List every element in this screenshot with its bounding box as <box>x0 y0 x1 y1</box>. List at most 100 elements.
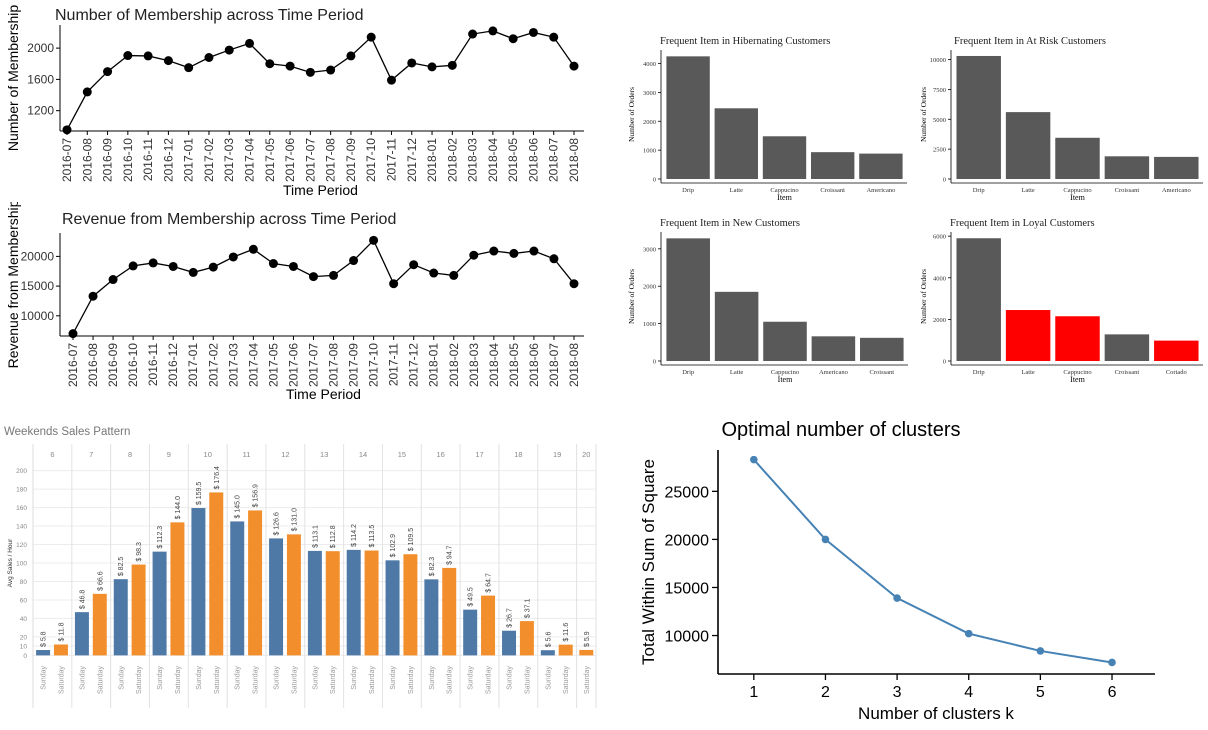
y-tick-label: 1000 <box>643 321 656 328</box>
y-axis-title: Number of Orders <box>627 87 636 142</box>
data-point <box>108 275 118 285</box>
x-tick-label: 2016-08 <box>80 138 94 182</box>
x-tick-label: Drip <box>682 369 694 376</box>
data-point <box>82 87 92 97</box>
y-tick-label: 20000 <box>665 532 710 549</box>
y-tick-label: 7500 <box>933 87 946 94</box>
x-tick-label: 2 <box>821 684 830 701</box>
data-label: $ 49.5 <box>468 587 475 607</box>
data-point <box>204 52 214 62</box>
x-tick-label: Sunday <box>79 666 86 690</box>
data-label: $ 98.3 <box>136 542 143 562</box>
data-point <box>346 51 356 61</box>
y-tick-label: 2000 <box>27 41 54 55</box>
group-header: 17 <box>475 450 483 459</box>
y-axis-title: Total Within Sum of Square <box>639 459 658 665</box>
group-header-band <box>33 444 596 462</box>
x-tick-label: Latte <box>1021 369 1034 376</box>
x-tick-label: 2016-09 <box>101 138 115 182</box>
x-tick-label: Croissant <box>870 369 895 376</box>
data-label: $ 112.3 <box>157 526 164 549</box>
x-tick-label: 2016-10 <box>126 343 140 387</box>
x-tick-label: 2017-02 <box>206 343 220 387</box>
group-header: 14 <box>359 450 367 459</box>
x-tick-label: 5 <box>1036 684 1045 701</box>
x-tick-label: 2017-12 <box>405 138 419 182</box>
x-tick-label: Latte <box>730 187 743 194</box>
x-tick-label: Saturday <box>175 666 182 695</box>
bar-americano <box>1154 156 1199 179</box>
bar-saturday <box>403 554 418 656</box>
x-tick-label: 2017-11 <box>387 343 401 386</box>
bar-saturday <box>364 550 379 656</box>
group-header: 18 <box>514 450 522 459</box>
bar-americano <box>811 336 856 361</box>
x-tick-label: Drip <box>973 369 985 376</box>
x-tick-label: 2016-08 <box>86 343 100 387</box>
y-tick-label: 2000 <box>643 119 656 126</box>
x-tick-label: Americano <box>1162 187 1191 194</box>
data-point <box>469 250 479 260</box>
x-axis-title: Item <box>777 193 792 202</box>
x-tick-label: 2017-12 <box>407 343 421 387</box>
data-point <box>409 260 419 270</box>
x-tick-label: Saturday <box>447 666 454 695</box>
data-point <box>1036 647 1045 655</box>
x-tick-label: Saturday <box>563 666 570 695</box>
y-tick-label: 3000 <box>643 246 656 253</box>
y-tick-label: 0 <box>653 359 656 366</box>
bar-croissant <box>1104 334 1150 361</box>
bar-sunday <box>346 549 361 656</box>
data-point <box>449 270 459 280</box>
bar-drip <box>666 238 710 361</box>
y-tick-label: 60 <box>20 597 28 604</box>
data-label: $ 102.9 <box>390 534 397 557</box>
chart-title: Frequent Item in Loyal Customers <box>950 218 1095 229</box>
group-header: 16 <box>437 450 445 459</box>
x-tick-label: Croissant <box>1115 369 1140 376</box>
y-tick-label: 0 <box>943 177 946 184</box>
y-tick-label: 160 <box>16 505 27 512</box>
x-tick-label: 2018-08 <box>567 343 581 387</box>
x-tick-label: 2018-05 <box>507 343 521 387</box>
data-label: $ 131.0 <box>291 508 298 531</box>
y-tick-label: 5000 <box>933 117 946 124</box>
y-tick-label: 2500 <box>933 147 946 154</box>
data-label: $ 94.7 <box>447 545 454 565</box>
bar-sunday <box>385 560 400 656</box>
x-tick-label: 2017-04 <box>243 138 257 182</box>
x-tick-label: 2016-11 <box>146 343 160 386</box>
y-tick-label: 20000 <box>21 249 55 263</box>
data-point <box>268 259 278 269</box>
x-tick-label: 2016-09 <box>106 343 120 387</box>
y-tick-label: 3000 <box>643 90 656 97</box>
x-tick-label: Sunday <box>507 666 514 690</box>
y-tick-label: 40 <box>20 616 28 623</box>
data-label: $ 114.2 <box>351 524 358 547</box>
data-point <box>349 256 359 266</box>
bar-saturday <box>131 564 146 656</box>
x-tick-label: 2018-06 <box>527 343 541 387</box>
y-tick-label: 10000 <box>665 629 710 646</box>
y-tick-label: 15000 <box>665 580 710 597</box>
y-tick-label: 1600 <box>27 72 54 86</box>
group-header: 13 <box>320 450 328 459</box>
data-label: $ 46.8 <box>79 590 86 610</box>
data-label: $ 11.6 <box>563 623 570 642</box>
hibernating-items-chart: Frequent Item in Hibernating Customers 0 1… <box>627 36 907 202</box>
bar-americano <box>859 153 903 179</box>
data-point <box>248 244 258 254</box>
x-tick-label: 2018-08 <box>567 138 581 182</box>
data-point <box>569 61 579 71</box>
bar-sunday <box>152 551 167 656</box>
bar-saturday <box>248 510 263 656</box>
bar-sunday <box>540 650 555 656</box>
bar-croissant <box>811 152 855 179</box>
x-tick-label: 2016-07 <box>66 343 80 387</box>
y-tick-label: 0 <box>653 177 656 184</box>
group-header: 8 <box>128 450 132 459</box>
group-header: 6 <box>50 450 54 459</box>
bar-saturday <box>325 551 340 656</box>
x-tick-label: Croissant <box>820 187 845 194</box>
x-tick-label: Sunday <box>196 666 203 690</box>
